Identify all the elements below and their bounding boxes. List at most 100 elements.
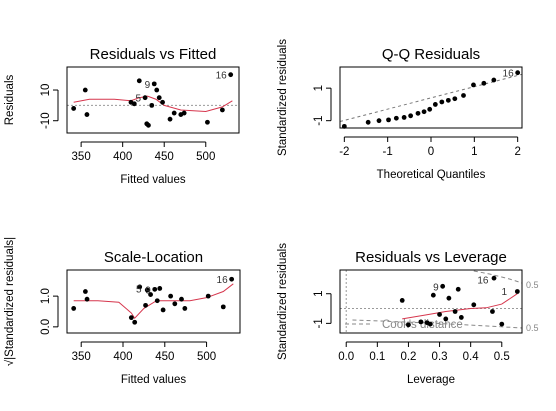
scale-location-point xyxy=(82,289,88,294)
qq-residuals-point xyxy=(386,117,391,123)
residuals-vs-fitted-point xyxy=(131,101,137,107)
qq-residuals-x-axis-label: Theoretical Quantiles xyxy=(377,169,486,181)
qq-residuals-point xyxy=(452,96,458,102)
qq-residuals-point xyxy=(481,80,487,86)
residuals-vs-leverage-point xyxy=(406,322,411,328)
residuals-vs-leverage-obs-label: 16 xyxy=(477,276,489,287)
residuals-vs-leverage-point xyxy=(440,283,446,289)
residuals-vs-fitted-point xyxy=(167,116,173,122)
residuals-vs-fitted-point xyxy=(82,87,88,93)
residuals-vs-leverage-point xyxy=(446,295,452,301)
qq-residuals-point xyxy=(376,118,382,124)
qq-residuals-x-tick-label: 0 xyxy=(428,146,434,158)
residuals-vs-leverage-title: Residuals vs Leverage xyxy=(355,249,507,266)
qq-residuals-point xyxy=(432,102,438,107)
scale-location-point xyxy=(157,286,163,291)
residuals-vs-fitted-title: Residuals vs Fitted xyxy=(90,46,217,63)
residuals-vs-fitted-y-axis-label: Residuals xyxy=(4,75,16,126)
scale-location-point xyxy=(128,315,134,321)
qq-residuals-point xyxy=(461,93,466,98)
scale-location-point xyxy=(220,304,226,310)
residuals-vs-fitted-x-tick-label: 400 xyxy=(113,151,132,163)
cooks-distance-curve-upper xyxy=(473,270,523,284)
residuals-vs-leverage-point xyxy=(437,312,442,317)
residuals-vs-leverage-y-tick-label: 1 xyxy=(313,291,325,297)
residuals-vs-fitted-frame xyxy=(66,66,240,134)
residuals-vs-fitted-point xyxy=(146,122,151,128)
residuals-vs-fitted-point xyxy=(136,78,142,84)
scale-location-point xyxy=(144,287,150,293)
residuals-vs-fitted-x-tick-label: 450 xyxy=(155,151,174,163)
qq-residuals-point xyxy=(439,99,445,105)
scale-location-x-tick-label: 450 xyxy=(155,351,174,363)
residuals-vs-leverage-x-tick-label: 0.4 xyxy=(463,351,480,363)
qq-residuals-point xyxy=(408,113,414,119)
scale-location-point xyxy=(182,306,188,311)
residuals-vs-leverage-point xyxy=(514,289,520,294)
residuals-vs-leverage-point xyxy=(418,319,424,325)
qq-residuals-point xyxy=(491,77,497,83)
qq-residuals-y-axis-label: Standardized residuals xyxy=(277,39,289,156)
scale-location-y-tick-label: 1.0 xyxy=(40,288,52,304)
qq-residuals-point xyxy=(365,119,371,125)
residuals-vs-leverage-y-axis-label: Standardized residuals xyxy=(277,243,289,360)
qq-residuals-y-tick-label: 1 xyxy=(313,85,325,91)
qq-residuals-y-tick-label: -1 xyxy=(313,116,325,126)
cooks-level-upper: 0.5 xyxy=(526,280,539,290)
residuals-vs-leverage-obs-label: 9 xyxy=(433,282,439,293)
scale-location-point xyxy=(84,296,90,302)
scale-location-x-tick-label: 400 xyxy=(113,351,132,363)
residuals-vs-fitted-point xyxy=(228,72,234,78)
residuals-vs-fitted-point xyxy=(205,119,210,125)
scale-location-y-tick-label: 0.0 xyxy=(40,319,52,335)
residuals-vs-fitted-point xyxy=(149,102,155,108)
qq-residuals-title: Q-Q Residuals xyxy=(382,46,480,63)
residuals-vs-fitted-x-tick-label: 350 xyxy=(72,151,91,163)
cooks-level-lower: 0.5 xyxy=(526,323,539,333)
residuals-vs-fitted-obs-label: 9 xyxy=(145,80,151,91)
scale-location-point xyxy=(172,301,178,307)
scale-location-point xyxy=(160,307,166,313)
qq-residuals-frame xyxy=(339,66,523,129)
residuals-vs-leverage-frame xyxy=(339,269,523,334)
residuals-vs-leverage-x-tick-label: 0.5 xyxy=(494,351,510,363)
scale-location-frame xyxy=(66,269,241,334)
residuals-vs-fitted-obs-label: 16 xyxy=(216,71,228,82)
residuals-vs-leverage-x-tick-label: 0.1 xyxy=(369,351,385,363)
residuals-vs-leverage-x-tick-label: 0.0 xyxy=(338,351,354,363)
residuals-vs-fitted-y-tick-label: -10 xyxy=(40,112,52,129)
residuals-vs-fitted-point xyxy=(71,106,77,111)
residuals-vs-fitted-point xyxy=(154,87,160,93)
scale-location-point xyxy=(179,296,184,302)
residuals-vs-leverage-point xyxy=(430,292,436,298)
residuals-vs-leverage-point xyxy=(499,321,505,327)
residuals-vs-leverage-point xyxy=(443,316,449,322)
cooks-legend-label: Cook's distance xyxy=(382,319,463,331)
residuals-vs-fitted-point xyxy=(219,107,225,113)
scale-location-point xyxy=(229,276,235,282)
residuals-vs-fitted-point xyxy=(160,99,165,105)
residuals-vs-fitted-y-tick-label: 10 xyxy=(40,84,52,97)
scale-location-obs-label: 16 xyxy=(217,275,229,286)
residuals-vs-leverage-y-tick-label: -1 xyxy=(313,318,325,328)
residuals-vs-leverage-x-tick-label: 0.2 xyxy=(400,351,416,363)
residuals-vs-leverage-obs-label: 1 xyxy=(502,287,508,298)
qq-residuals-point xyxy=(427,106,433,112)
residuals-vs-leverage-point xyxy=(490,309,495,314)
scale-location-point xyxy=(168,293,174,299)
residuals-vs-fitted-point xyxy=(156,95,162,101)
scale-location-x-tick-label: 500 xyxy=(197,351,216,363)
scale-location-title: Scale-Location xyxy=(104,249,203,266)
residuals-vs-leverage-point xyxy=(471,302,477,308)
scale-location-y-axis-label: √|Standardized residuals| xyxy=(3,237,16,366)
qq-residuals-point xyxy=(471,82,476,88)
scale-location-x-axis-label: Fitted values xyxy=(121,374,186,386)
scale-location-point xyxy=(137,284,143,290)
residuals-vs-leverage-point xyxy=(452,309,458,314)
scale-location-obs-label: 5 xyxy=(136,284,142,295)
residuals-vs-leverage-point xyxy=(455,286,461,292)
scale-location-point xyxy=(152,286,158,292)
qq-residuals-point xyxy=(393,115,399,121)
residuals-vs-fitted-point xyxy=(84,112,90,117)
